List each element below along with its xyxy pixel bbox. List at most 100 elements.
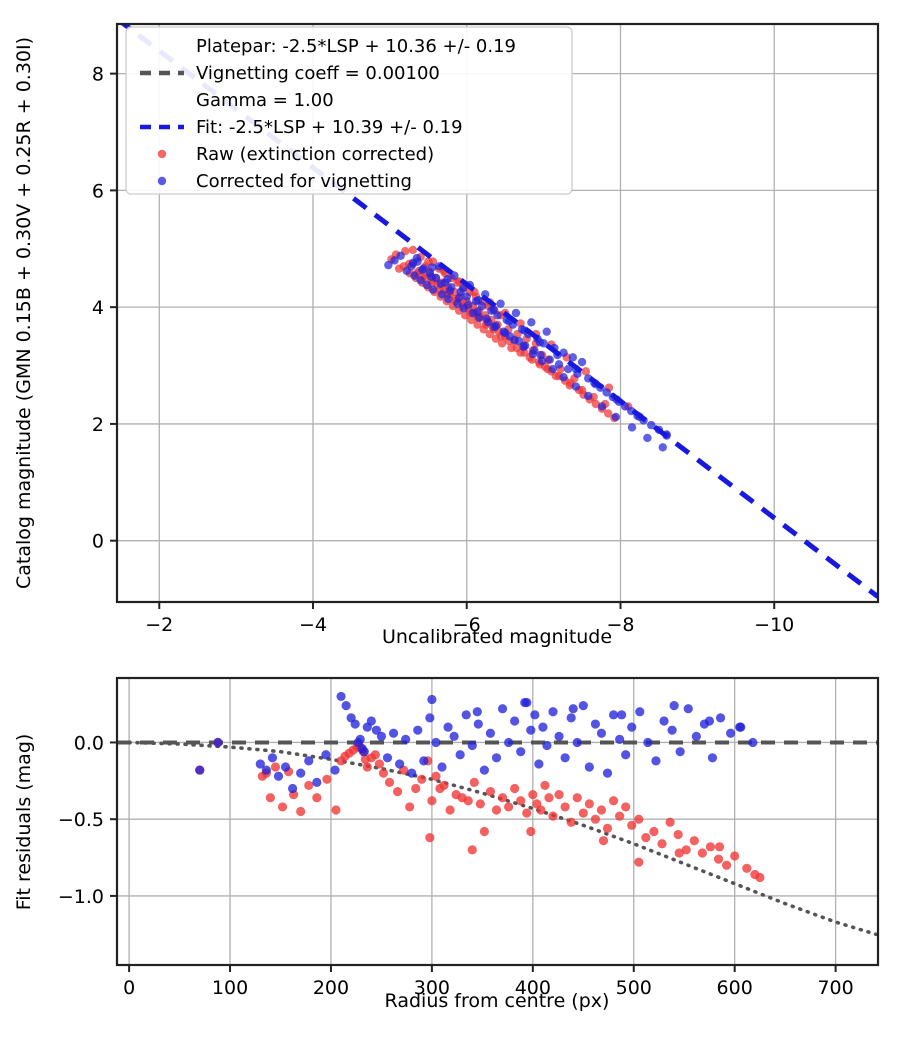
data-point [491,321,501,331]
data-point [427,694,437,705]
data-point [665,817,675,827]
xtick-label: 300 [414,977,450,999]
data-point [634,814,644,824]
data-point [350,719,360,729]
data-point [407,768,417,778]
data-point [489,305,498,314]
data-point [542,327,551,336]
data-point [519,342,528,352]
data-point [473,307,482,317]
data-point [742,863,752,873]
data-point [464,300,473,310]
data-point [566,817,576,827]
data-point [530,710,540,720]
data-point [331,805,341,815]
data-point [715,713,726,723]
data-point [504,802,514,812]
data-point [371,725,381,735]
data-point [443,722,453,732]
legend-entry-list: Platepar: -2.5*LSP + 10.36 +/- 0.19 Vigne… [140,36,516,192]
data-point [312,793,322,803]
data-point [428,285,438,294]
fit-line [119,24,878,599]
data-point [643,433,652,443]
data-point [425,833,435,843]
data-point [362,762,372,772]
data-point [413,725,423,735]
top-panel-legend[interactable]: Platepar: -2.5*LSP + 10.36 +/- 0.19 Vigne… [125,26,573,195]
data-point [548,364,558,374]
data-point [472,707,482,717]
data-point [341,701,351,711]
data-point [419,756,429,766]
data-point [485,786,496,797]
bottom-panel-group: 0 100 200 300 400 500 600 700 0.0 −0.5 −1.0 Radius… [13,676,880,1012]
data-point [511,308,521,318]
legend-entry-label: Corrected for vignetting [196,171,412,192]
xtick-label: 400 [515,977,551,999]
data-point [431,771,441,781]
data-point [475,799,485,809]
data-point [497,704,508,714]
data-point [388,728,399,738]
data-point [500,328,510,338]
xtick-label: −2 [145,614,173,636]
bottom-panel-ticks [110,741,837,972]
data-point [621,750,631,760]
data-point [578,808,588,818]
ytick-label: 0.0 [74,732,104,754]
data-point [497,339,507,348]
data-point [540,780,550,791]
xtick-label: −4 [299,614,327,636]
top-panel-ticks [110,72,776,609]
data-point [392,786,403,797]
data-point [627,423,637,432]
data-point [479,826,489,837]
data-point [544,793,554,803]
data-point [437,290,447,299]
data-point [590,814,601,824]
data-point [704,716,715,726]
data-point [473,320,482,329]
data-point [497,793,508,803]
data-point [705,842,716,852]
data-point [417,774,427,784]
data-point [627,722,637,732]
data-point [410,271,419,280]
data-point [405,802,415,812]
data-point [598,836,609,846]
data-point [458,284,468,293]
data-point [536,805,546,815]
data-point [568,353,578,362]
ytick-label: 6 [92,180,104,202]
data-point [431,737,441,748]
data-point [669,701,679,711]
data-point [520,697,530,708]
data-point [439,780,449,791]
data-point [537,356,547,366]
ytick-label: 2 [92,414,104,436]
data-point [384,260,393,270]
data-point [673,829,683,840]
data-point [683,704,693,714]
data-point [450,271,459,280]
data-point [454,293,464,303]
data-point [526,725,536,735]
xtick-label: −10 [754,614,794,636]
data-point [436,279,445,289]
top-axes-frame [115,22,880,604]
data-point [560,802,570,812]
data-point [427,263,437,272]
data-point [445,286,455,296]
data-point [584,391,593,401]
data-point [479,765,489,775]
data-point [554,731,564,741]
data-point [467,845,477,855]
data-point [554,790,564,800]
data-point [584,799,594,809]
data-point [504,737,514,748]
data-point [510,783,520,794]
data-point [615,734,625,744]
data-point [416,276,425,285]
